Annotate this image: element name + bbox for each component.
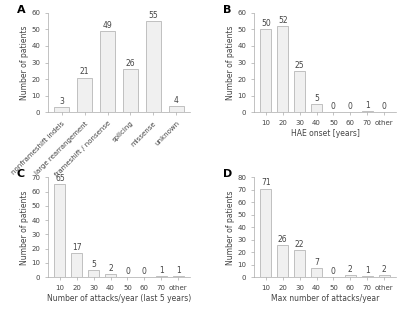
Text: 0: 0 [331, 102, 336, 111]
Bar [260, 189, 271, 277]
Text: 0: 0 [382, 102, 386, 111]
Y-axis label: Number of patients: Number of patients [226, 190, 234, 265]
Text: 3: 3 [60, 97, 64, 106]
Bar [169, 106, 184, 112]
Text: 2: 2 [108, 264, 113, 273]
Text: 1: 1 [159, 266, 164, 275]
Text: 71: 71 [261, 178, 271, 187]
Text: 17: 17 [72, 243, 82, 252]
Bar [146, 21, 161, 112]
Text: 2: 2 [348, 265, 353, 273]
Text: 1: 1 [176, 266, 180, 275]
Text: 0: 0 [142, 267, 147, 276]
Text: C: C [17, 169, 25, 179]
X-axis label: HAE onset [years]: HAE onset [years] [290, 129, 360, 138]
Text: 0: 0 [125, 267, 130, 276]
Bar [54, 185, 66, 277]
Text: 50: 50 [261, 19, 271, 28]
Bar [77, 77, 92, 112]
Bar [156, 276, 167, 277]
Y-axis label: Number of patients: Number of patients [226, 25, 234, 100]
Bar [173, 276, 184, 277]
Bar [100, 31, 115, 112]
Text: 7: 7 [314, 258, 319, 267]
Text: 2: 2 [382, 265, 386, 273]
Text: 49: 49 [103, 21, 112, 30]
Bar [277, 26, 288, 112]
Text: 25: 25 [295, 61, 304, 70]
Text: 0: 0 [331, 267, 336, 276]
Bar [294, 71, 305, 112]
Bar [105, 274, 116, 277]
Bar [294, 250, 305, 277]
Bar [54, 107, 69, 112]
Bar [277, 245, 288, 277]
Text: 55: 55 [148, 11, 158, 20]
Text: 26: 26 [126, 59, 135, 68]
Bar [260, 29, 271, 112]
Text: D: D [223, 169, 232, 179]
Text: 0: 0 [348, 102, 353, 111]
Text: 4: 4 [174, 95, 178, 105]
Bar [311, 104, 322, 112]
Bar [345, 275, 356, 277]
Text: 52: 52 [278, 16, 288, 25]
Bar [362, 111, 373, 112]
Y-axis label: Number of patients: Number of patients [20, 190, 28, 265]
Bar [123, 69, 138, 112]
Text: 1: 1 [365, 100, 370, 110]
X-axis label: Number of attacks/year (last 5 years): Number of attacks/year (last 5 years) [47, 294, 191, 303]
Text: 22: 22 [295, 239, 304, 249]
Bar [311, 268, 322, 277]
Bar [71, 253, 82, 277]
Text: B: B [223, 5, 231, 14]
Text: A: A [17, 5, 25, 14]
Text: 1: 1 [365, 266, 370, 275]
Bar [362, 276, 373, 277]
Text: 5: 5 [314, 94, 319, 103]
Text: 26: 26 [278, 235, 288, 243]
X-axis label: Max number of attacks/year: Max number of attacks/year [271, 294, 379, 303]
Text: 5: 5 [91, 260, 96, 269]
Text: 65: 65 [55, 174, 65, 183]
Bar [88, 270, 99, 277]
Y-axis label: Number of patients: Number of patients [20, 25, 28, 100]
Text: 21: 21 [80, 67, 90, 76]
Bar [378, 275, 390, 277]
